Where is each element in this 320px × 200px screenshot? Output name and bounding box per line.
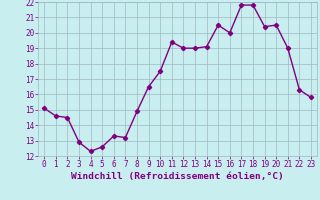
X-axis label: Windchill (Refroidissement éolien,°C): Windchill (Refroidissement éolien,°C) [71,172,284,181]
